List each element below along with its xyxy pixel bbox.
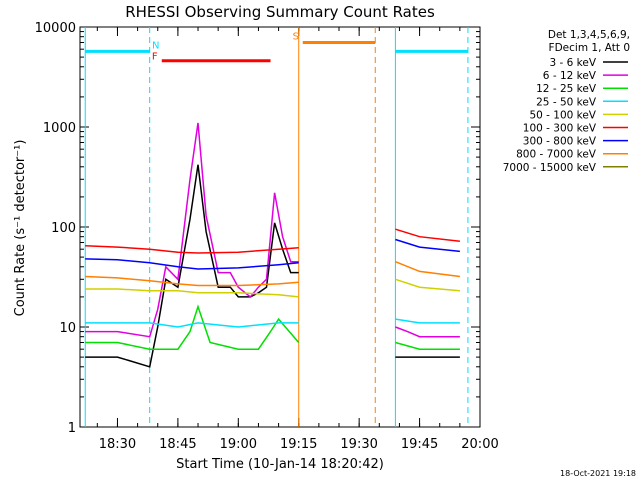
y-tick-label: 100 xyxy=(51,221,76,236)
chart-title: RHESSI Observing Summary Count Rates xyxy=(125,3,435,21)
plot-frame xyxy=(79,26,481,428)
plot-area: 1 10 100 1000 10000 18:30 18:45 19:00 19:15 19:30… xyxy=(35,21,499,452)
series-line xyxy=(85,275,299,287)
x-tick-label: 19:30 xyxy=(340,437,377,452)
y-tick-label: 10 xyxy=(59,321,76,336)
x-tick-label: 20:00 xyxy=(461,437,498,452)
x-tick-label: 19:00 xyxy=(220,437,257,452)
x-axis-label: Start Time (10-Jan-14 18:20:42) xyxy=(176,457,384,472)
legend-label: 25 - 50 keV xyxy=(536,96,597,108)
flag-label: S xyxy=(293,31,299,42)
legend-label: 6 - 12 keV xyxy=(543,70,597,82)
y-tick-label: 1 xyxy=(68,421,76,436)
series-line xyxy=(395,228,460,243)
series-line xyxy=(395,326,460,338)
flag-label: N xyxy=(152,40,159,51)
series-line xyxy=(85,322,299,328)
series-line xyxy=(395,238,460,253)
legend-label: 50 - 100 keV xyxy=(529,109,596,121)
series-line xyxy=(85,244,299,254)
legend-label: 7000 - 15000 keV xyxy=(503,162,597,174)
y-axis-label: Count Rate (s⁻¹ detector⁻¹) xyxy=(13,140,28,317)
series-line xyxy=(85,122,299,338)
series-line xyxy=(85,304,300,350)
legend: Det 1,3,4,5,6,9,FDecim 1, Att 0 3 - 6 keV… xyxy=(503,29,630,174)
legend-label: 100 - 300 keV xyxy=(523,123,597,135)
legend-header: FDecim 1, Att 0 xyxy=(549,42,630,54)
flag-label: F xyxy=(152,52,158,63)
x-tick-label: 19:45 xyxy=(401,437,438,452)
series-line xyxy=(395,341,460,350)
legend-label: 300 - 800 keV xyxy=(523,136,597,148)
timestamp: 18-Oct-2021 19:18 xyxy=(560,469,636,478)
legend-label: 12 - 25 keV xyxy=(536,83,597,95)
legend-label: 3 - 6 keV xyxy=(549,57,596,69)
legend-label: 800 - 7000 keV xyxy=(516,149,597,161)
series-line xyxy=(85,288,299,298)
series-line xyxy=(395,261,460,278)
y-tick-label: 10000 xyxy=(35,21,76,36)
x-tick-label: 18:30 xyxy=(99,437,136,452)
x-tick-label: 18:45 xyxy=(159,437,196,452)
series-line xyxy=(85,258,299,270)
series-line xyxy=(395,278,460,292)
series-line xyxy=(395,318,460,324)
y-tick-label: 1000 xyxy=(43,121,76,136)
series-line xyxy=(85,164,299,368)
legend-header: Det 1,3,4,5,6,9, xyxy=(548,29,630,41)
x-tick-label: 19:15 xyxy=(280,437,317,452)
